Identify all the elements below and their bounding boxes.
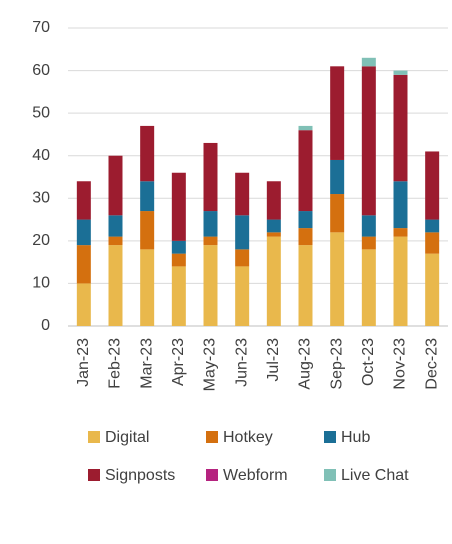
- bar-segment: [298, 245, 313, 326]
- bar-segment: [393, 181, 408, 229]
- bar-segment: [235, 266, 250, 326]
- bar-segment: [76, 219, 91, 246]
- bar-segment: [171, 172, 186, 241]
- bar-segment: [171, 253, 186, 267]
- x-tick-label: Sep-23: [328, 338, 345, 390]
- bar-segment: [108, 236, 123, 246]
- bar-segment: [298, 130, 313, 212]
- legend-label: Digital: [105, 429, 149, 446]
- bar-segment: [266, 181, 281, 220]
- bar-segment: [298, 228, 313, 246]
- bar-segment: [108, 155, 123, 216]
- bar-segment: [266, 236, 281, 326]
- x-tick-label: Jun-23: [233, 338, 250, 387]
- bar-segment: [203, 236, 218, 246]
- bar-segment: [266, 219, 281, 233]
- legend-swatch: [206, 469, 218, 481]
- bar-segment: [361, 215, 376, 237]
- bar-segment: [171, 266, 186, 326]
- bar-segment: [235, 249, 250, 267]
- bar-segment: [266, 232, 281, 237]
- legend-swatch: [88, 431, 100, 443]
- legend-swatch: [324, 431, 336, 443]
- x-tick-label: Aug-23: [297, 338, 314, 390]
- y-tick-label: 30: [32, 190, 50, 207]
- legend-label: Live Chat: [341, 467, 409, 484]
- legend-label: Hub: [341, 429, 370, 446]
- bar-segment: [425, 151, 440, 220]
- bar-segment: [330, 232, 345, 326]
- y-tick-label: 0: [41, 317, 50, 334]
- bar-segment: [425, 219, 440, 233]
- bar-segment: [393, 236, 408, 326]
- bar-segment: [108, 245, 123, 326]
- y-tick-label: 50: [32, 104, 50, 121]
- legend-label: Signposts: [105, 467, 175, 484]
- legend-label: Webform: [223, 467, 288, 484]
- bar-segment: [140, 125, 155, 182]
- bar-segment: [203, 142, 218, 212]
- bar-segment: [425, 232, 440, 254]
- bar-segment: [140, 211, 155, 250]
- bar-segment: [361, 57, 376, 67]
- x-tick-label: Jul-23: [265, 338, 282, 382]
- bar-segment: [393, 70, 408, 75]
- legend-swatch: [206, 431, 218, 443]
- bar-segment: [425, 253, 440, 326]
- y-tick-label: 20: [32, 232, 50, 249]
- bar-segment: [361, 66, 376, 216]
- bar-segment: [361, 236, 376, 250]
- bar-segment: [108, 215, 123, 237]
- bar-segment: [393, 74, 408, 182]
- bar-segment: [203, 211, 218, 237]
- x-tick-label: Oct-23: [360, 338, 377, 386]
- x-tick-label: Jan-23: [75, 338, 92, 387]
- y-tick-label: 60: [32, 62, 50, 79]
- x-tick-label: Feb-23: [107, 338, 124, 389]
- bar-segment: [140, 181, 155, 212]
- legend-swatch: [88, 469, 100, 481]
- bar-segment: [298, 125, 313, 131]
- y-tick-label: 40: [32, 147, 50, 164]
- y-tick-label: 10: [32, 275, 50, 292]
- bar-segment: [361, 249, 376, 326]
- bar-segment: [76, 283, 91, 326]
- bar-segment: [393, 228, 408, 237]
- x-tick-label: Apr-23: [170, 338, 187, 386]
- bar-segment: [171, 240, 186, 254]
- bar-segment: [76, 181, 91, 220]
- bar-segment: [140, 249, 155, 326]
- bar-segment: [235, 215, 250, 250]
- x-tick-label: Mar-23: [138, 338, 155, 389]
- bar-segment: [76, 245, 91, 284]
- bar-segment: [298, 211, 313, 229]
- x-tick-label: Dec-23: [423, 338, 440, 390]
- bar-segment: [330, 194, 345, 233]
- x-tick-label: Nov-23: [392, 338, 409, 390]
- bar-segment: [203, 245, 218, 326]
- x-tick-label: May-23: [202, 338, 219, 391]
- legend-swatch: [324, 469, 336, 481]
- legend-label: Hotkey: [223, 429, 273, 446]
- bar-segment: [330, 66, 345, 160]
- bar-segment: [330, 159, 345, 195]
- bar-segment: [235, 172, 250, 216]
- y-tick-label: 70: [32, 19, 50, 36]
